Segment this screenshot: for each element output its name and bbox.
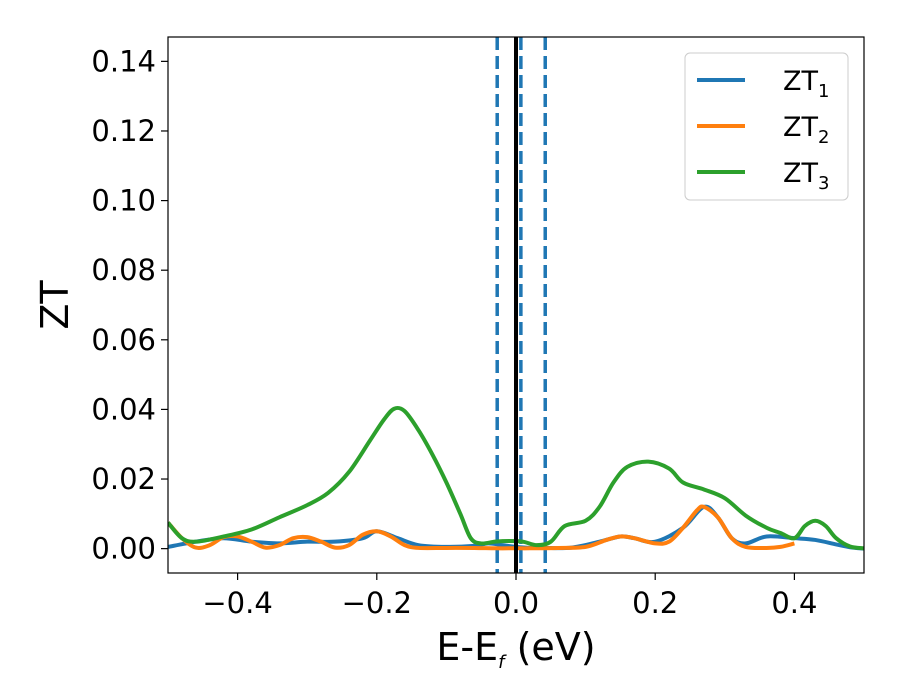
series-line-zt3: [168, 405, 864, 551]
y-tick-label: 0.06: [91, 323, 156, 357]
x-tick-label: 0.4: [771, 586, 817, 620]
legend-label-zt3: ZT3: [783, 158, 829, 194]
legend-label-zt1: ZT1: [783, 66, 829, 102]
legend-label-zt2: ZT2: [783, 112, 829, 148]
y-tick-label: 0.04: [91, 392, 156, 426]
series-layer: [168, 37, 864, 573]
y-axis-title: ZT: [33, 280, 77, 330]
y-tick-label: 0.14: [91, 44, 156, 78]
x-axis-title: E-Ef (eV): [436, 625, 595, 673]
series-line-zt2: [168, 504, 795, 551]
y-tick-label: 0.02: [91, 462, 156, 496]
y-tick-label: 0.08: [91, 253, 156, 287]
x-tick-label: 0.0: [493, 586, 539, 620]
x-tick-label: −0.2: [342, 586, 412, 620]
x-tick-label: −0.4: [202, 586, 272, 620]
x-tick-label: 0.2: [632, 586, 678, 620]
y-tick-label: 0.12: [91, 114, 156, 148]
legend: ZT1 ZT2 ZT3: [684, 52, 849, 201]
y-tick-label: 0.10: [91, 184, 156, 218]
y-axis: 0.00 0.02 0.04 0.06 0.08 0.10 0.12 0.14: [91, 44, 168, 566]
x-axis: −0.4 −0.2 0.0 0.2 0.4: [202, 573, 817, 620]
y-tick-label: 0.00: [91, 532, 156, 566]
legend-box: [684, 52, 849, 201]
